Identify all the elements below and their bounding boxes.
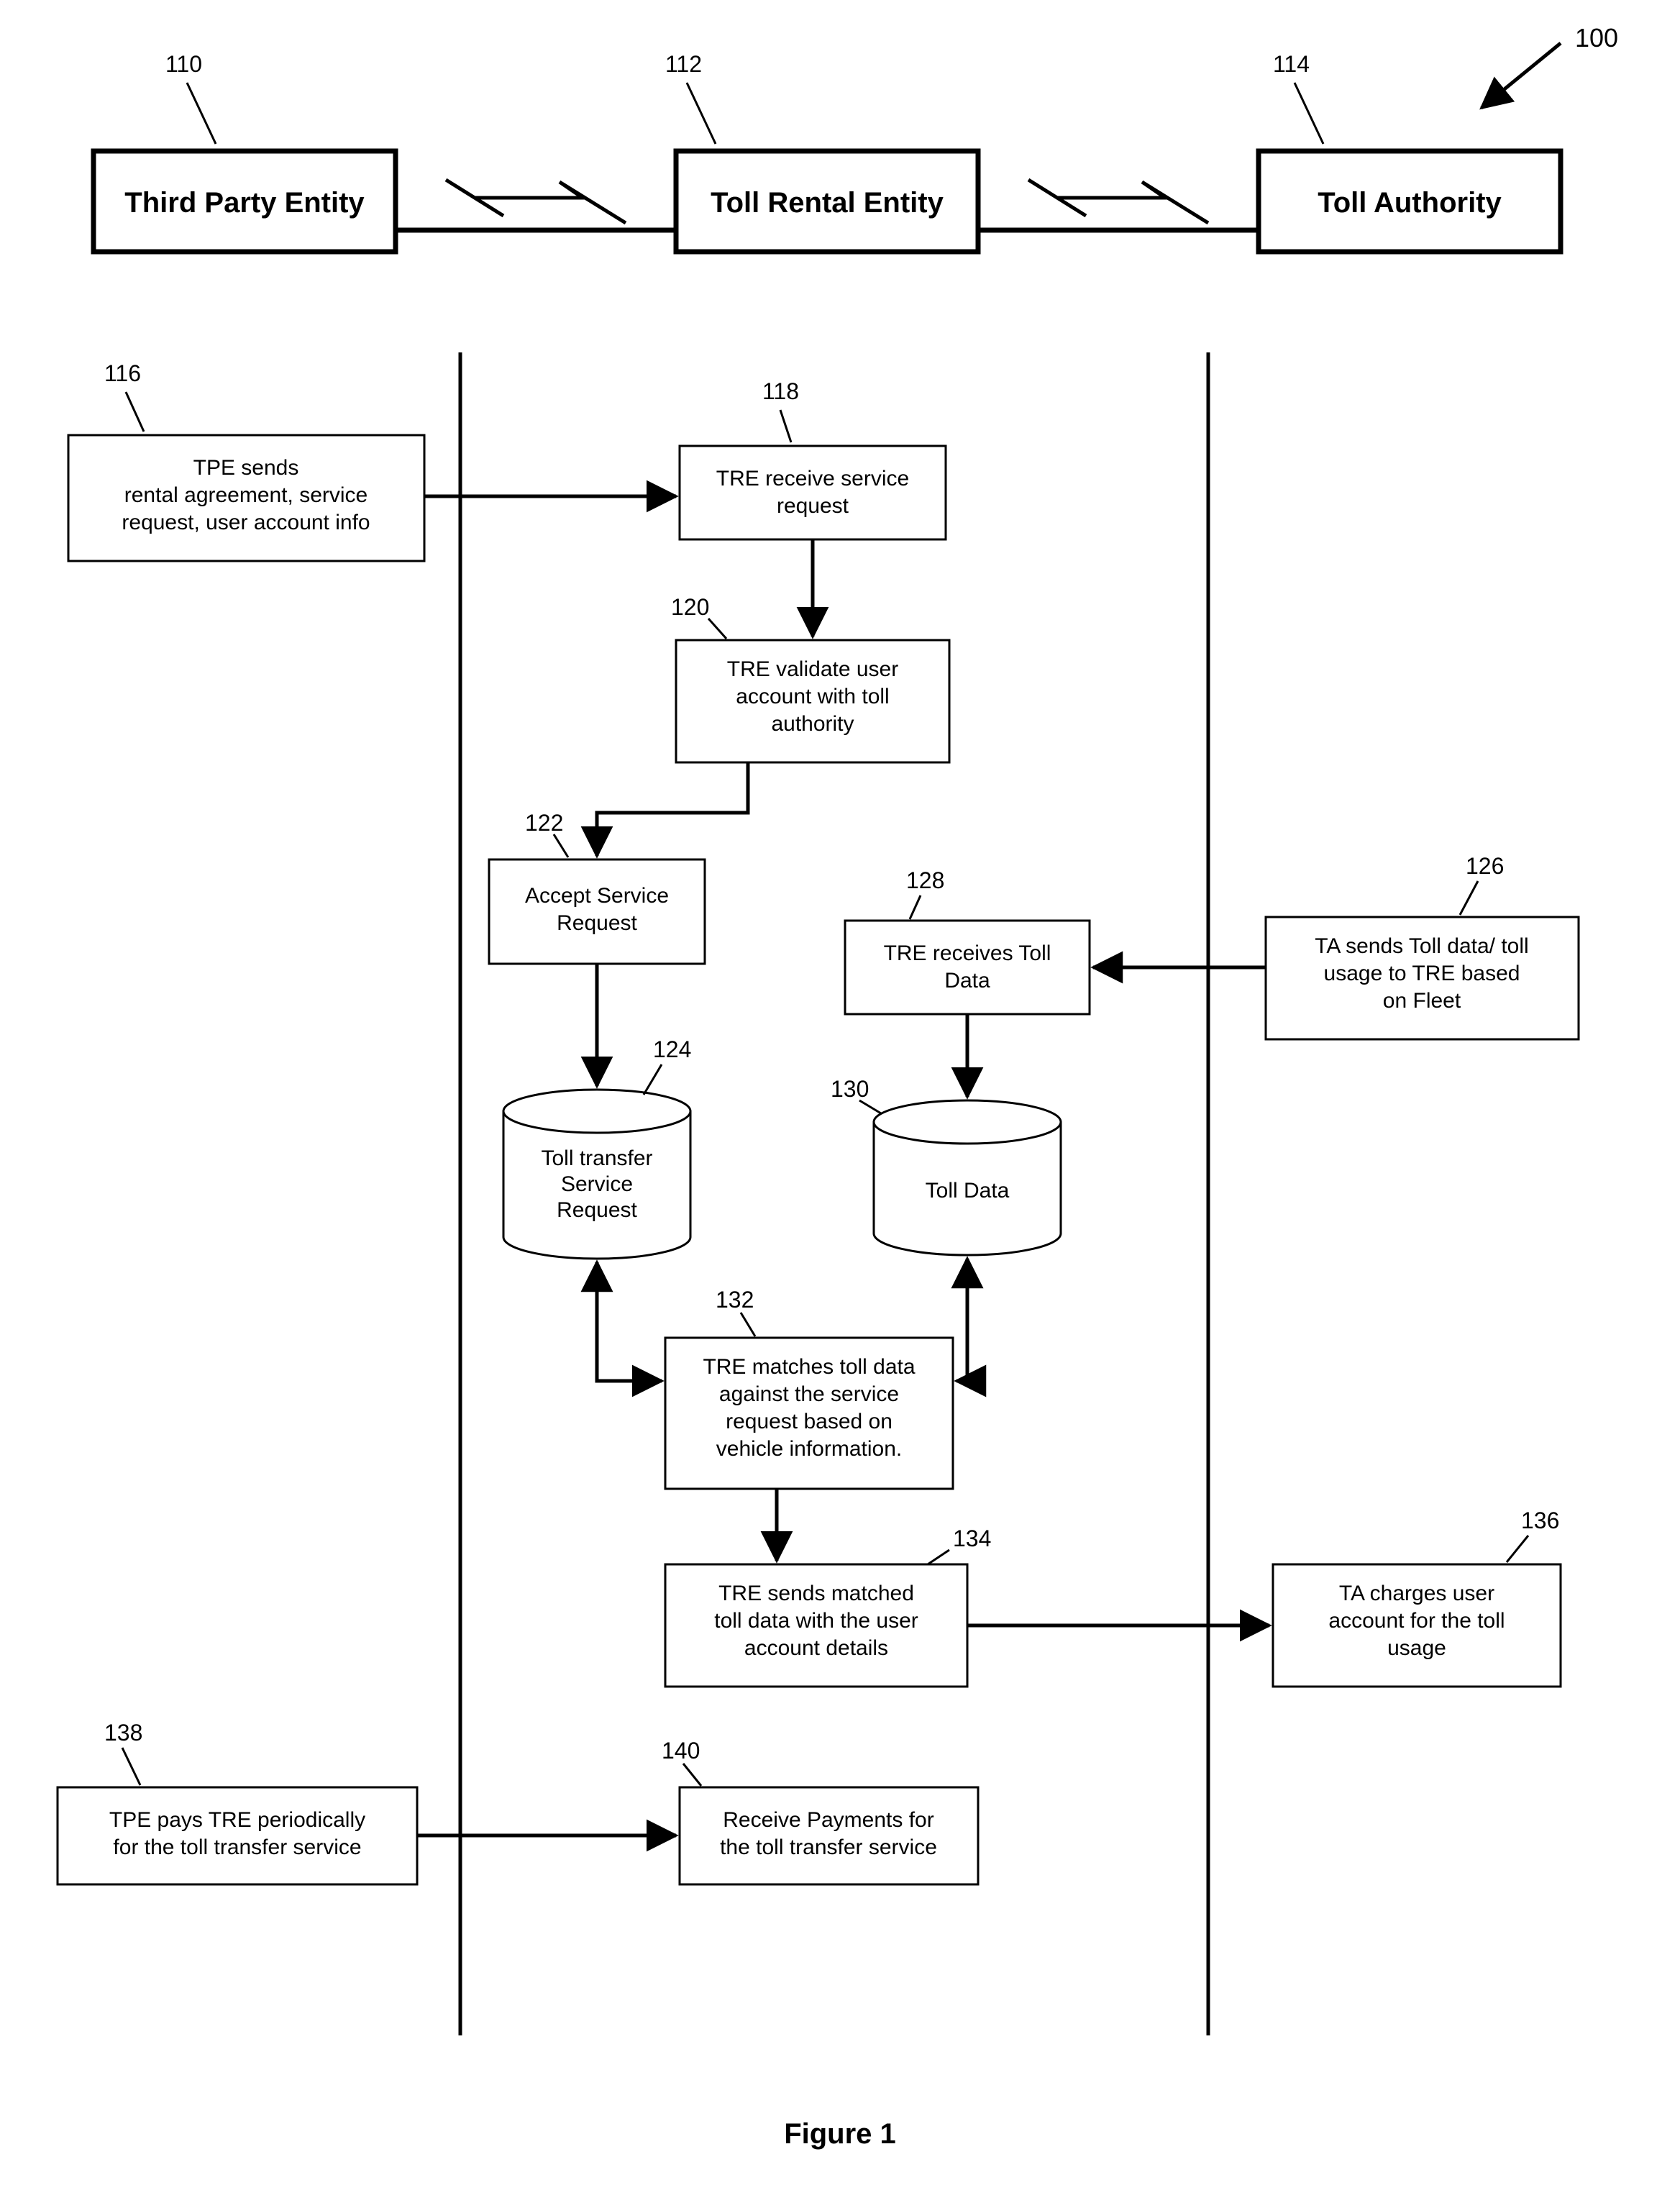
num-122: 122: [525, 810, 563, 836]
node-120: TRE validate useraccount with tollauthor…: [671, 594, 949, 762]
figure-ref-100: 100: [1482, 23, 1618, 108]
edge-124-132: [597, 1262, 662, 1381]
num-140: 140: [662, 1738, 700, 1764]
node-140: Receive Payments forthe toll transfer se…: [662, 1738, 978, 1884]
ref-number-100: 100: [1575, 23, 1618, 53]
node-136: TA charges useraccount for the tollusage…: [1273, 1508, 1561, 1687]
num-132: 132: [716, 1287, 754, 1313]
node-118: TRE receive servicerequest 118: [680, 378, 946, 539]
edge-130-132: [957, 1259, 967, 1381]
ta-label: Toll Authority: [1318, 187, 1502, 219]
tre-num: 112: [665, 51, 702, 77]
zigzag-tre-ta: [978, 180, 1259, 230]
num-134: 134: [953, 1525, 991, 1551]
entity-tpe: Third Party Entity 110: [93, 51, 396, 252]
entity-tre: Toll Rental Entity 112: [665, 51, 978, 252]
zigzag-tpe-tre: [396, 180, 676, 230]
node-126: TA sends Toll data/ tollusage to TRE bas…: [1266, 853, 1579, 1039]
ta-num: 114: [1273, 51, 1310, 77]
tre-label: Toll Rental Entity: [711, 187, 944, 219]
num-120: 120: [671, 594, 709, 620]
node-130: Toll Data 130: [831, 1076, 1061, 1255]
num-128: 128: [906, 867, 944, 893]
num-138: 138: [104, 1720, 142, 1746]
svg-text:Toll Data: Toll Data: [926, 1179, 1010, 1203]
node-116: TPE sendsrental agreement, servicereques…: [68, 360, 424, 561]
edge-120-122: [597, 762, 748, 856]
tpe-label: Third Party Entity: [124, 187, 365, 219]
node-128: TRE receives TollData 128: [845, 867, 1090, 1014]
num-126: 126: [1466, 853, 1504, 879]
num-116: 116: [104, 360, 141, 386]
svg-text:TRE sends matchedtoll data wit: TRE sends matchedtoll data with the user…: [714, 1582, 918, 1660]
num-124: 124: [653, 1036, 691, 1062]
node-138: TPE pays TRE periodicallyfor the toll tr…: [58, 1720, 417, 1884]
flowchart-svg: 100 Third Party Entity 110 Toll Rental E…: [0, 0, 1680, 2203]
tpe-num: 110: [165, 51, 202, 77]
node-132: TRE matches toll dataagainst the service…: [665, 1287, 953, 1489]
figure-caption: Figure 1: [784, 2118, 896, 2150]
num-118: 118: [762, 378, 799, 404]
num-136: 136: [1521, 1508, 1559, 1533]
node-134: TRE sends matchedtoll data with the user…: [665, 1525, 991, 1687]
num-130: 130: [831, 1076, 869, 1102]
